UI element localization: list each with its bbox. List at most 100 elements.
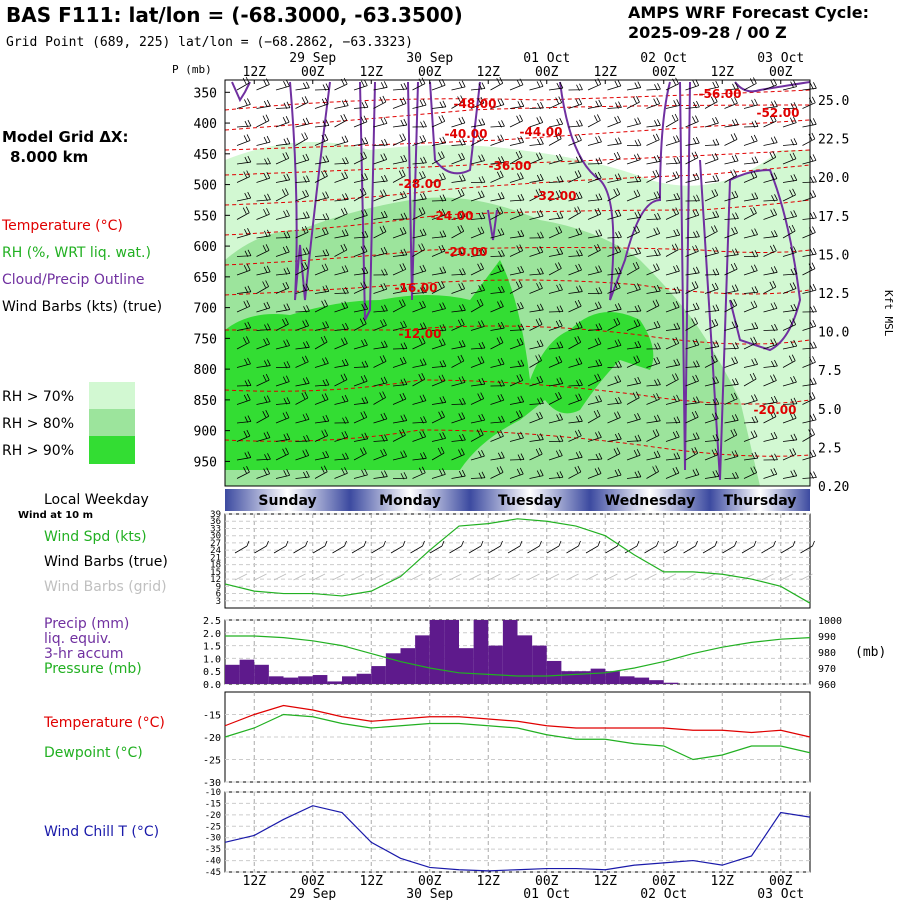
top-time-label: 12Z: [243, 65, 267, 80]
wind-barb-true: [546, 545, 560, 554]
precip-bar: [429, 620, 445, 684]
precip-bar: [356, 673, 372, 684]
temp-tick-label: -15: [203, 711, 221, 722]
precip-tick-label: 2.5: [203, 616, 221, 627]
bottom-date-label: 29 Sep: [289, 887, 336, 900]
precip-bar: [634, 677, 650, 684]
wind-barb-field: [236, 76, 817, 480]
precip-bar: [590, 668, 606, 684]
wind-barb-true: [429, 545, 443, 554]
temp-tick-label: -25: [203, 756, 221, 767]
top-time-label: 00Z: [301, 65, 325, 80]
wind-barb-true: [332, 545, 345, 554]
height-tick-label: 5.0: [818, 403, 841, 418]
cloud-outline: [699, 159, 802, 481]
wind-series-label: Wind Barbs (grid): [44, 579, 167, 595]
model-grid-label: Model Grid ΔX:: [2, 128, 129, 146]
temp-tick-label: -30: [203, 778, 221, 789]
wind-barb-true: [800, 545, 813, 554]
wind-barb-grid: [702, 573, 716, 581]
cloud-outline: [679, 81, 691, 471]
precip-bar: [268, 676, 284, 684]
precip-bar: [342, 676, 357, 684]
top-time-label: 12Z: [594, 65, 618, 80]
forecast-cycle-label: AMPS WRF Forecast Cycle:: [628, 3, 869, 22]
wind-barb-true: [624, 545, 638, 554]
precip-tick-label: 1.5: [203, 642, 221, 653]
precip-bar: [239, 659, 255, 684]
temp-tick-label: -20: [203, 733, 221, 744]
temp-contour: [225, 325, 811, 345]
top-time-label: 12Z: [477, 65, 501, 80]
precip-tick-label: 2.0: [203, 629, 221, 640]
pressure-tick-label: 550: [194, 209, 217, 224]
wind-barb-true: [644, 545, 657, 554]
top-time-label: 12Z: [360, 65, 384, 80]
pressure-tick-label: 970: [818, 664, 836, 675]
wind-barb-true: [246, 540, 250, 547]
legend-item-3: Wind Barbs (kts) (true): [2, 299, 162, 315]
wind-barb-true: [741, 545, 755, 554]
cloud-outline: [231, 81, 251, 103]
temp-series-label: Temperature (°C): [43, 715, 165, 731]
panel-frame: [224, 791, 811, 873]
weekday-label: Thursday: [724, 493, 797, 509]
wind-barb-grid: [800, 573, 813, 581]
top-time-label: 12Z: [711, 65, 735, 80]
height-tick-label: 17.5: [818, 210, 849, 225]
pressure-tick-label: 900: [194, 425, 217, 440]
pressure-tick-label: 950: [194, 455, 217, 470]
bottom-date-label: 03 Oct: [757, 887, 804, 900]
legend-item-1: RH (%, WRT liq. wat.): [2, 245, 151, 261]
wind-barb-true: [480, 540, 484, 547]
wind-barb-true: [695, 540, 698, 547]
wind-barb-true: [422, 540, 425, 547]
precip-bar: [327, 681, 342, 684]
precip-bar: [649, 680, 664, 684]
pressure-unit: (mb): [855, 645, 886, 660]
wind-barb-true: [507, 545, 521, 554]
profile-panel: -48.00 -56.00 -52.00 -40.00 -44.00 -36.00 -28.…: [172, 51, 895, 495]
wind-barb-true: [527, 545, 540, 554]
precip-bar: [371, 666, 386, 684]
cloud-outline: [734, 81, 811, 93]
bottom-date-label: 30 Sep: [406, 887, 453, 900]
temp-label: -16.00: [395, 281, 438, 295]
wind-chill-line: [224, 805, 811, 872]
precip-series-label: 3-hr accum: [44, 646, 124, 662]
precip-tick-label: 0.0: [203, 680, 221, 691]
height-tick-label: 25.0: [818, 94, 849, 109]
wind-speed-line: [224, 518, 811, 604]
temp-label: -20.00: [754, 403, 797, 417]
wind-barb-true: [539, 540, 542, 547]
bottom-time-label: 00Z: [652, 874, 676, 889]
height-tick-label: 20.0: [818, 171, 849, 186]
pressure-line: [225, 635, 811, 677]
chill-tick-label: -20: [205, 811, 221, 821]
wind-barb-true: [468, 545, 482, 554]
weekday-label: Wednesday: [605, 493, 695, 509]
wind-barb-true: [324, 540, 328, 547]
wind-barb-grid: [293, 573, 306, 581]
height-tick-label: 7.5: [818, 364, 841, 379]
temp-contour: [224, 379, 811, 405]
temp-label: -24.00: [431, 209, 474, 223]
wind-barb-grid: [761, 573, 774, 581]
legend-item-2: Cloud/Precip Outline: [2, 272, 145, 288]
weekday-cell-3: [590, 489, 710, 511]
wind-barb-true: [363, 540, 367, 547]
wind-tick-label: 39: [210, 510, 221, 520]
wind-barb-true: [383, 540, 386, 547]
cloud-outline: [487, 209, 498, 241]
wind-barb-true: [636, 540, 640, 547]
bottom-time-label: 00Z: [418, 874, 442, 889]
wind-tick-label: 3: [216, 597, 221, 607]
chill-tick-label: -35: [205, 845, 221, 855]
wind-barb-true: [461, 540, 464, 547]
wind-barb-true: [312, 545, 326, 554]
profile-frame: [224, 79, 811, 487]
wind-barb-true: [773, 540, 776, 547]
wind-barb-true: [722, 545, 735, 554]
rh-label-0: RH > 70%: [2, 389, 74, 405]
